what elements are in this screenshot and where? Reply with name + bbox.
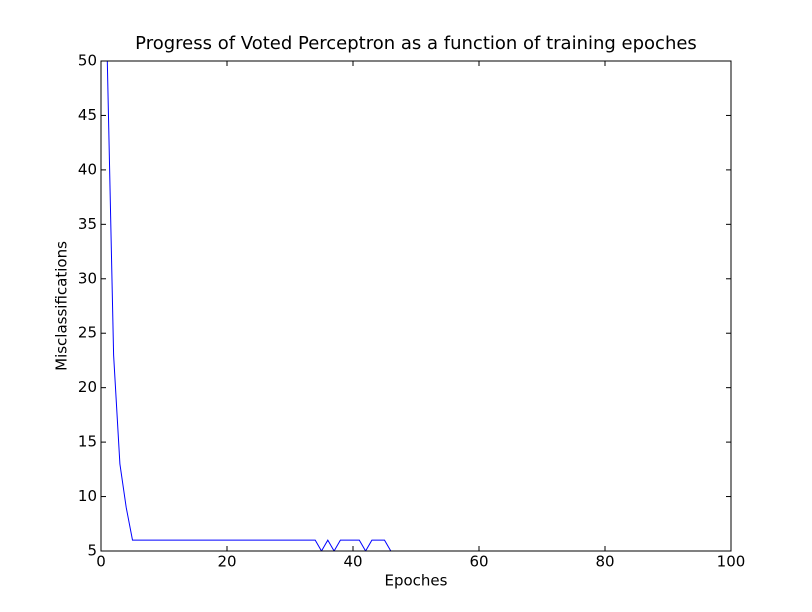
plot-frame [100,60,732,552]
x-tick-label: 100 [717,553,746,571]
x-tick-label: 0 [96,553,106,571]
y-tick-label: 5 [87,542,97,560]
y-tick-label: 25 [78,324,97,342]
chart-title: Progress of Voted Perceptron as a functi… [135,33,697,54]
y-tick-label: 30 [78,269,97,287]
data-line [106,61,731,551]
x-tick-label: 80 [595,553,614,571]
y-tick-label: 20 [78,378,97,396]
y-tick-label: 10 [78,487,97,505]
y-tick-label: 35 [78,215,97,233]
x-tick-label: 40 [343,553,362,571]
y-tick-label: 50 [78,52,97,70]
y-tick-label: 15 [78,433,97,451]
x-tick-label: 20 [217,553,236,571]
y-axis-label: Misclassifications [53,241,71,371]
x-axis-label: Epoches [385,572,448,590]
y-tick-label: 45 [78,106,97,124]
x-tick-label: 60 [469,553,488,571]
y-tick-label: 40 [78,160,97,178]
